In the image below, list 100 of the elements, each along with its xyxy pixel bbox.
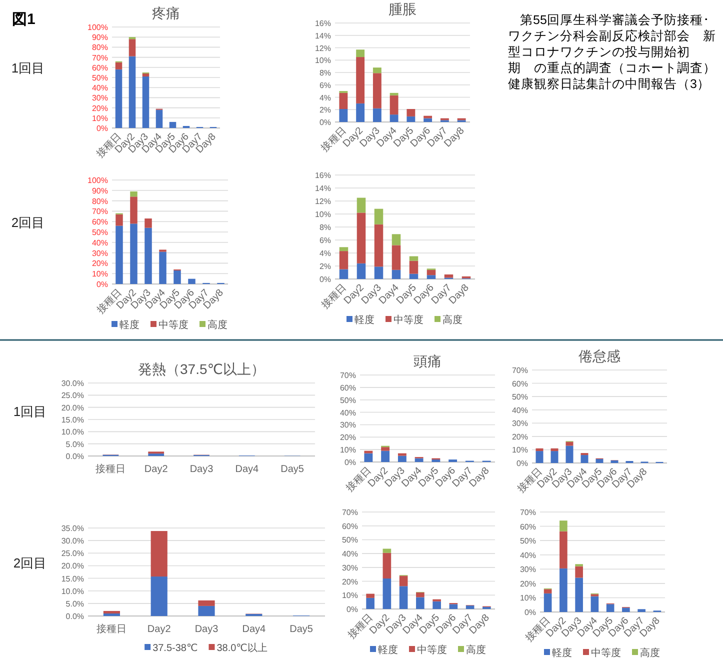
bar [356,212,366,264]
y-tick-label: 15.0% [61,416,84,424]
y-tick-label: 25.0% [61,391,84,400]
bar [566,446,574,463]
y-tick-label: 2% [319,106,331,115]
y-tick-label: 0% [344,458,356,467]
bar [424,118,432,122]
bar [426,275,436,279]
bar [406,109,416,116]
bar [580,455,588,463]
legend-label: 高度 [442,314,462,326]
bar [381,450,390,462]
legend-label: 軽度 [552,647,572,659]
y-tick-label: 40% [520,550,536,560]
y-tick-label: 30% [340,420,356,430]
y-tick-label: 60% [342,522,358,531]
y-tick-label: 0% [96,124,108,133]
bar [432,601,441,609]
bar [339,109,348,122]
bar [409,260,418,274]
y-axis-title: 1回目 [13,404,47,419]
bar [392,245,401,270]
bar [449,604,458,609]
y-tick-label: 50% [92,228,108,237]
legend-label: 37.5-38℃ [152,643,198,654]
y-tick-label: 10% [314,210,331,219]
bar [566,442,574,446]
bar [130,196,138,224]
bar [356,263,366,279]
x-tick-label: Day3 [194,624,219,635]
chart-title: 腫脹 [388,1,416,17]
legend-label: 中等度 [158,319,188,331]
chart-title: 頭痛 [414,353,442,369]
legend-label: 軽度 [120,319,140,331]
y-tick-label: 60% [520,522,536,532]
x-tick-label: Day4 [242,624,266,635]
bar [382,548,392,553]
bar [575,578,583,612]
bar [560,520,568,532]
legend-label: 高度 [208,319,228,331]
bar [416,592,424,598]
y-tick-label: 0% [524,608,536,617]
y-tick-label: 0% [319,118,331,127]
y-tick-label: 14% [314,184,331,193]
y-tick-label: 0.0% [66,612,84,621]
y-tick-label: 4% [319,249,331,258]
bar [536,448,544,452]
y-tick-label: 0% [346,605,358,614]
bar [128,39,136,56]
bar [142,73,150,76]
y-tick-label: 0.0% [66,452,84,461]
bar [382,578,392,609]
x-tick-label: Day4 [235,464,260,475]
bar [356,50,365,58]
chart-title: 倦怠感 [578,348,620,364]
y-tick-label: 12% [314,44,331,53]
y-tick-label: 20% [512,432,528,442]
y-tick-label: 50% [342,536,358,545]
y-tick-label: 8% [319,223,331,232]
bar [356,57,365,104]
bar [156,110,163,128]
y-tick-label: 4% [319,93,331,102]
bar [426,270,436,276]
bar [116,214,123,226]
bar [144,228,152,284]
bar [142,76,150,128]
bar [339,92,348,110]
bar [339,247,348,252]
legend-label: 38.0℃以上 [216,642,268,654]
y-tick-label: 10% [92,114,108,123]
y-tick-label: 10.0% [61,428,84,437]
legend-label: 高度 [640,647,660,659]
y-tick-label: 6% [319,236,331,245]
y-tick-label: 30% [520,565,536,574]
bar [575,566,583,578]
bar [115,62,122,70]
bar [398,453,406,456]
bar [128,56,136,128]
y-tick-label: 30.0% [61,536,84,546]
bar [414,458,424,462]
chart-title: 発熱（37.5℃以上） [138,361,265,377]
y-tick-label: 15.0% [61,574,84,584]
bar [544,589,552,594]
y-tick-label: 30% [342,563,358,572]
bar [366,594,374,598]
y-tick-label: 70% [92,207,108,216]
bar [399,586,408,609]
y-tick-label: 30.0% [61,379,84,388]
y-tick-label: 60% [512,379,528,388]
bar [409,256,418,261]
x-tick-label: 接種日 [96,623,127,635]
bar [374,266,384,279]
y-tick-label: 70% [342,508,358,517]
legend-label: 中等度 [591,647,621,659]
legend-label: 軽度 [378,644,398,656]
bar [416,597,424,609]
y-tick-label: 10% [340,446,356,455]
y-tick-label: 10% [92,270,108,279]
y-tick-label: 0% [96,280,108,289]
bar [398,456,406,462]
